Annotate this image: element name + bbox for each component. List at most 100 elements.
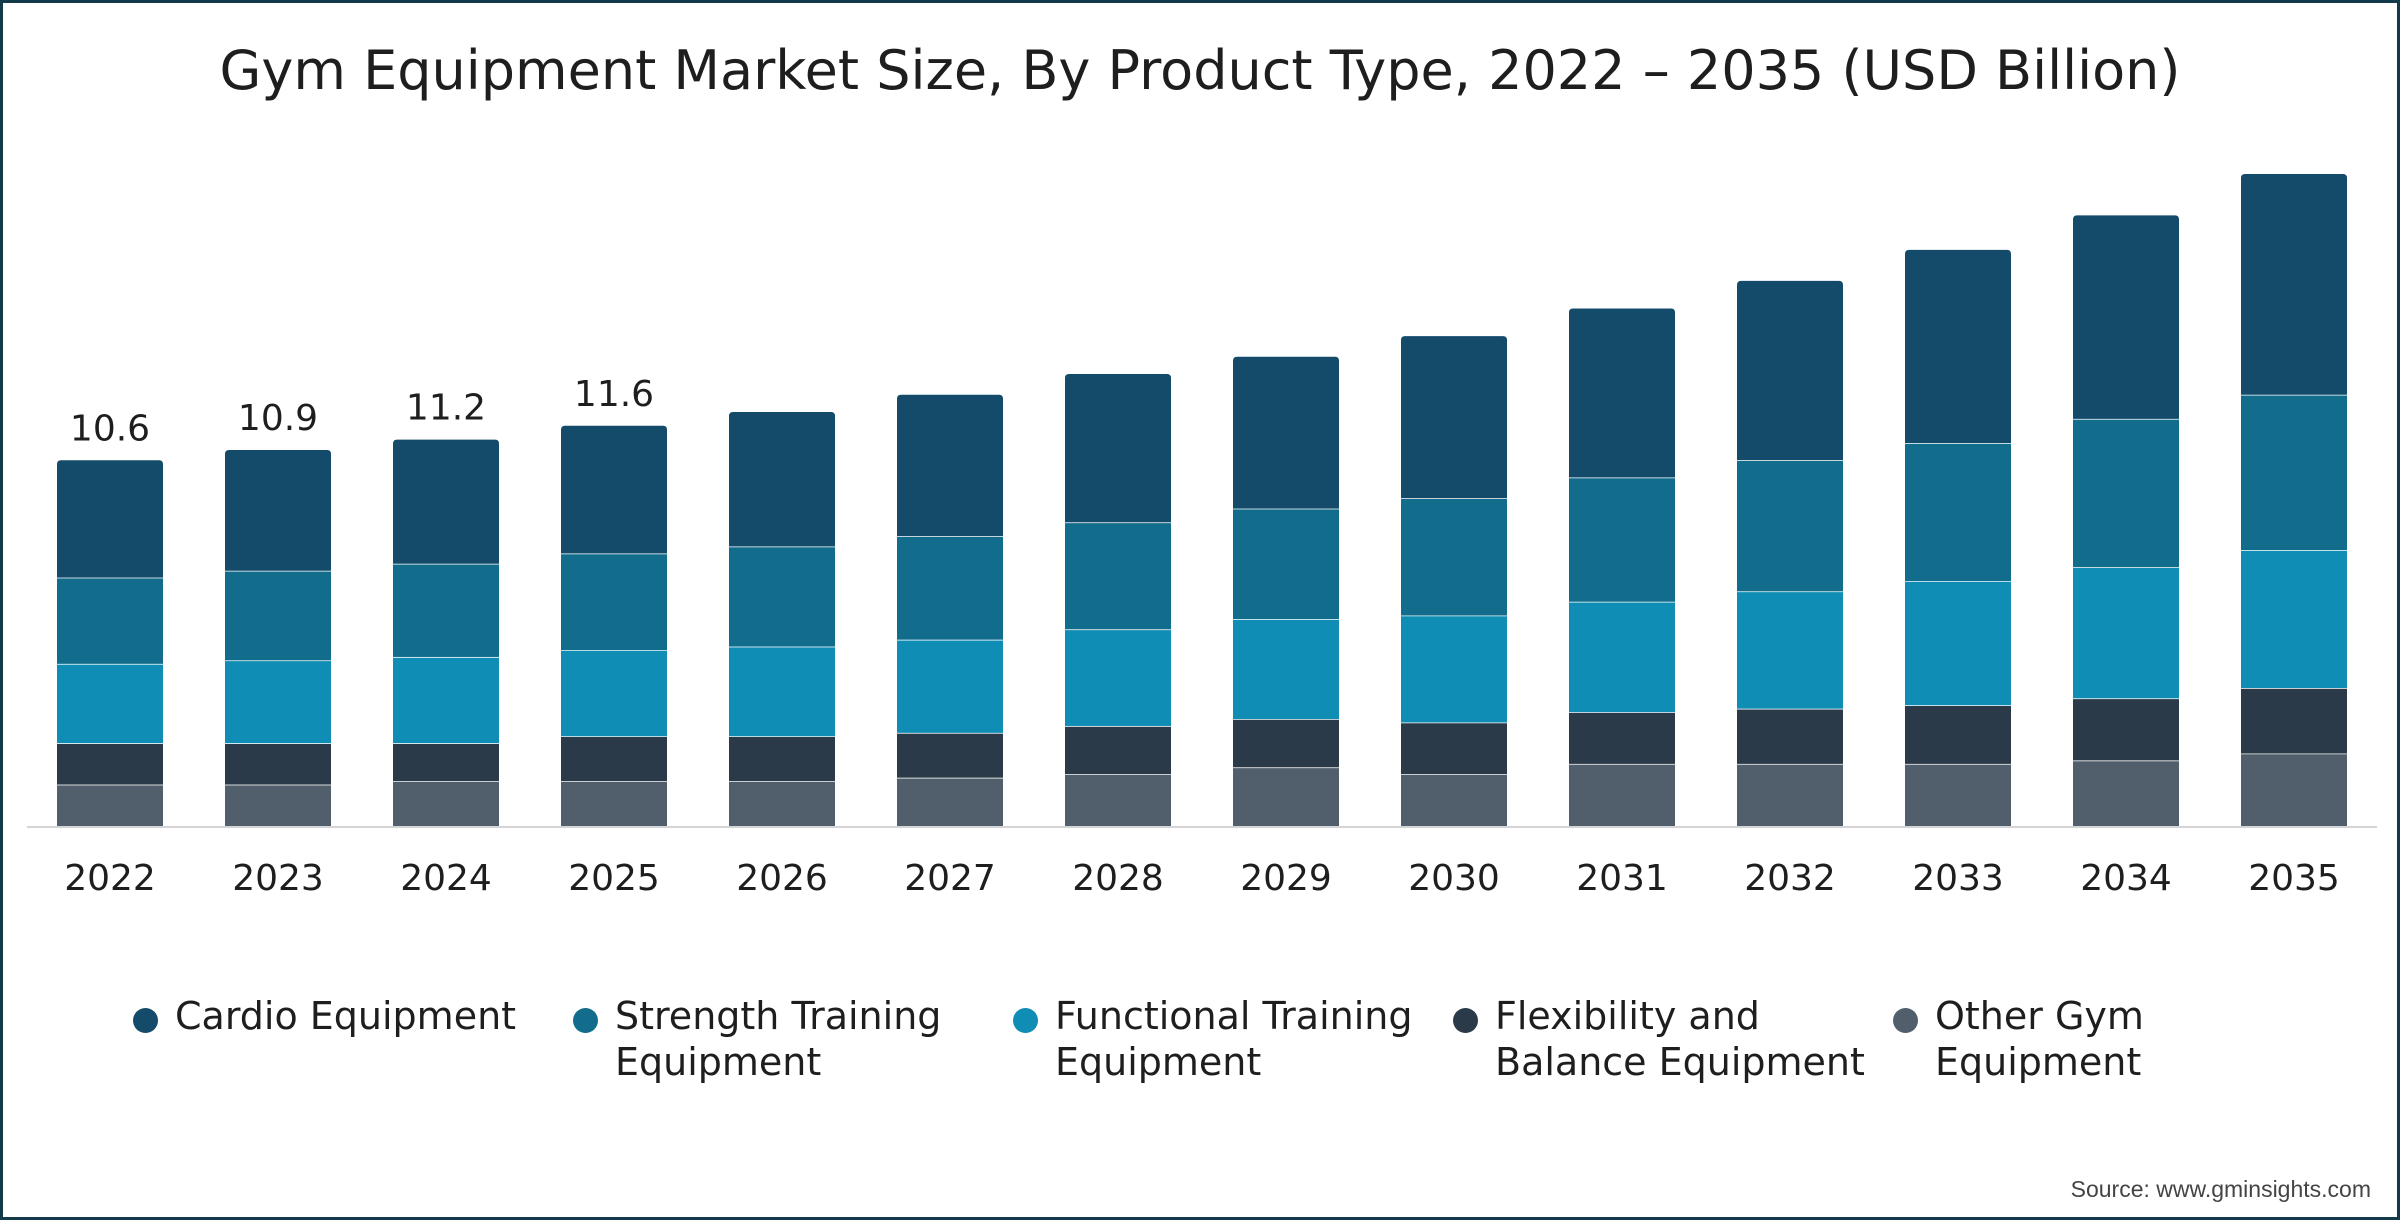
bar-segment-2026-other-gym-equipment [729,781,835,826]
bar-segment-2022-strength-training-equipment [57,577,163,664]
legend: Cardio Equipment Strength Training Equip… [123,993,2323,1093]
bar-segment-2024-other-gym-equipment [393,781,499,826]
bar-segment-2030-flexibility-and-balance-equipment [1401,722,1507,775]
bar-segment-2034-cardio-equipment [2073,215,2179,419]
bar-segment-2028-cardio-equipment [1065,374,1171,523]
bar-segment-2027-flexibility-and-balance-equipment [897,732,1003,778]
bar-segment-2032-flexibility-and-balance-equipment [1737,708,1843,764]
legend-label-cardio: Cardio Equipment [175,994,517,1038]
x-tick-label-2027: 2027 [904,858,996,899]
bar-segment-2024-strength-training-equipment [393,563,499,657]
legend-marker-strength [573,1008,598,1033]
bar-segment-2028-other-gym-equipment [1065,774,1171,826]
bar-segment-2028-flexibility-and-balance-equipment [1065,725,1171,775]
x-tick-label-2029: 2029 [1240,858,1332,899]
data-label-2025: 11.6 [574,374,654,415]
bar-segment-2026-strength-training-equipment [729,546,835,647]
x-tick-label-2035: 2035 [2248,858,2340,899]
data-label-2022: 10.6 [70,408,150,449]
legend-label-flexibility: Flexibility and Balance Equipment [1495,994,1865,1084]
data-label-2024: 11.2 [406,388,486,429]
bar-segment-2030-other-gym-equipment [1401,774,1507,826]
bar-segment-2035-strength-training-equipment [2241,394,2347,550]
bar-segment-2033-strength-training-equipment [1905,443,2011,582]
bar-segment-2022-functional-training-equipment [57,663,163,744]
x-tick-label-2024: 2024 [400,858,492,899]
bar-segment-2026-cardio-equipment [729,412,835,547]
bar-segment-2033-cardio-equipment [1905,249,2011,444]
bar-segment-2024-cardio-equipment [393,439,499,564]
legend-label-other: Other Gym Equipment [1935,994,2144,1084]
bar-segment-2030-cardio-equipment [1401,336,1507,499]
bar-segment-2025-functional-training-equipment [561,650,667,737]
bar-segment-2025-other-gym-equipment [561,781,667,826]
bar-segment-2032-cardio-equipment [1737,280,1843,461]
bar-segment-2022-cardio-equipment [57,460,163,578]
x-tick-label-2030: 2030 [1408,858,1500,899]
bar-segment-2023-functional-training-equipment [225,660,331,744]
bar-segment-2027-strength-training-equipment [897,536,1003,640]
bar-segment-2035-functional-training-equipment [2241,550,2347,688]
x-tick-label-2034: 2034 [2080,858,2172,899]
bar-segment-2023-cardio-equipment [225,449,331,571]
x-tick-label-2031: 2031 [1576,858,1668,899]
bar-segment-2035-other-gym-equipment [2241,753,2347,826]
legend-label-functional: Functional Training Equipment [1055,994,1413,1084]
x-tick-label-2028: 2028 [1072,858,1164,899]
bar-segment-2023-flexibility-and-balance-equipment [225,743,331,785]
bar-segment-2031-cardio-equipment [1569,308,1675,478]
bar-segment-2032-other-gym-equipment [1737,763,1843,826]
x-tick-label-2025: 2025 [568,858,660,899]
bar-segment-2026-functional-training-equipment [729,646,835,737]
legend-label-strength: Strength Training Equipment [615,994,942,1084]
x-tick-label-2022: 2022 [64,858,156,899]
bar-segment-2033-other-gym-equipment [1905,763,2011,826]
bar-segment-2027-functional-training-equipment [897,639,1003,733]
bar-segment-2031-strength-training-equipment [1569,477,1675,602]
bar-segment-2035-cardio-equipment [2241,173,2347,395]
bar-segment-2034-functional-training-equipment [2073,567,2179,699]
bar-segment-2028-strength-training-equipment [1065,522,1171,630]
bar-segment-2024-flexibility-and-balance-equipment [393,743,499,782]
bar-segment-2033-flexibility-and-balance-equipment [1905,705,2011,764]
bar-segment-2027-other-gym-equipment [897,777,1003,826]
bar-segment-2025-cardio-equipment [561,425,667,554]
bar-segment-2032-functional-training-equipment [1737,591,1843,709]
bar-segment-2031-other-gym-equipment [1569,763,1675,826]
plot-area: 2022 10.6 2023 10.9 2024 11.2 2025 11.6 2026 2027… [27,173,2377,899]
bar-segment-2035-flexibility-and-balance-equipment [2241,688,2347,754]
x-tick-label-2023: 2023 [232,858,324,899]
x-tick-label-2026: 2026 [736,858,828,899]
bar-segment-2022-other-gym-equipment [57,784,163,826]
x-tick-label-2032: 2032 [1744,858,1836,899]
bar-segment-2023-strength-training-equipment [225,570,331,661]
legend-marker-flexibility [1453,1008,1478,1033]
bar-segment-2027-cardio-equipment [897,394,1003,537]
bar-segment-2029-flexibility-and-balance-equipment [1233,719,1339,768]
data-label-2023: 10.9 [238,398,318,439]
bar-segment-2028-functional-training-equipment [1065,629,1171,726]
legend-marker-cardio [133,1008,158,1033]
legend-marker-functional [1013,1008,1038,1033]
bar-segment-2031-flexibility-and-balance-equipment [1569,712,1675,764]
bar-segment-2029-other-gym-equipment [1233,767,1339,826]
bar-segment-2031-functional-training-equipment [1569,601,1675,713]
bar-segment-2030-functional-training-equipment [1401,615,1507,723]
bar-segment-2034-strength-training-equipment [2073,418,2179,568]
bar-segment-2032-strength-training-equipment [1737,460,1843,592]
source-note: Source: www.gminsights.com [2070,1176,2371,1202]
bar-segment-2026-flexibility-and-balance-equipment [729,736,835,782]
bar-segment-2023-other-gym-equipment [225,784,331,826]
bar-segment-2033-functional-training-equipment [1905,581,2011,706]
bar-segment-2022-flexibility-and-balance-equipment [57,743,163,785]
x-tick-label-2033: 2033 [1912,858,2004,899]
bar-segment-2034-flexibility-and-balance-equipment [2073,698,2179,761]
legend-marker-other [1893,1008,1918,1033]
bar-segment-2024-functional-training-equipment [393,656,499,744]
bar-segment-2025-strength-training-equipment [561,553,667,651]
bar-segment-2034-other-gym-equipment [2073,760,2179,826]
chart-title: Gym Equipment Market Size, By Product Ty… [219,39,2181,102]
bar-segment-2029-functional-training-equipment [1233,619,1339,720]
bar-segment-2025-flexibility-and-balance-equipment [561,736,667,782]
